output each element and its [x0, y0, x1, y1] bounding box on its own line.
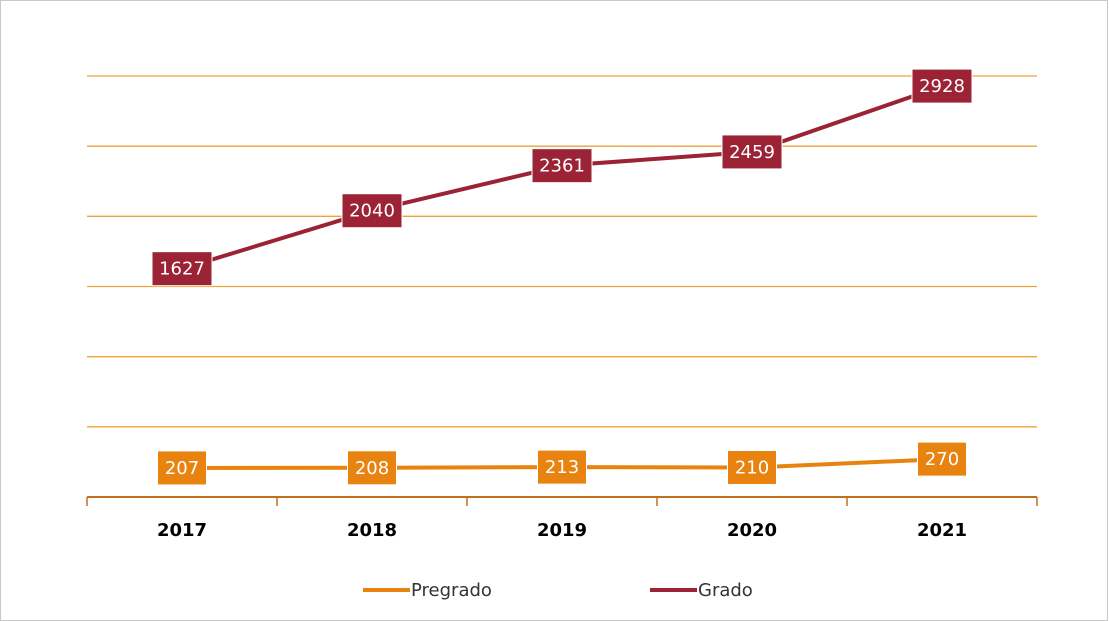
x-tick-label: 2020: [727, 520, 777, 541]
data-label: 208: [355, 458, 389, 479]
data-label-box: [917, 441, 967, 477]
data-label: 2040: [349, 201, 395, 222]
data-label: 210: [735, 458, 769, 479]
x-tick-label: 2019: [537, 520, 587, 541]
data-label-box: [537, 449, 587, 485]
x-tick-label: 2021: [917, 520, 967, 541]
data-label-box: [531, 148, 593, 184]
data-label: 2928: [919, 76, 965, 97]
data-label: 1627: [159, 259, 205, 280]
x-tick-label: 2017: [157, 520, 207, 541]
data-label-box: [157, 450, 207, 486]
data-label: 207: [165, 458, 199, 479]
legend-label: Pregrado: [411, 580, 492, 601]
data-label: 2361: [539, 156, 585, 177]
data-label-box: [151, 251, 213, 287]
x-tick-label: 2018: [347, 520, 397, 541]
data-label-box: [721, 134, 783, 170]
data-label: 213: [545, 457, 579, 478]
data-label-box: [727, 450, 777, 486]
data-label: 2459: [729, 142, 775, 163]
data-label-box: [347, 450, 397, 486]
data-label-box: [341, 193, 403, 229]
data-label-box: [911, 68, 973, 104]
data-label: 270: [925, 449, 959, 470]
legend-label: Grado: [698, 580, 753, 601]
